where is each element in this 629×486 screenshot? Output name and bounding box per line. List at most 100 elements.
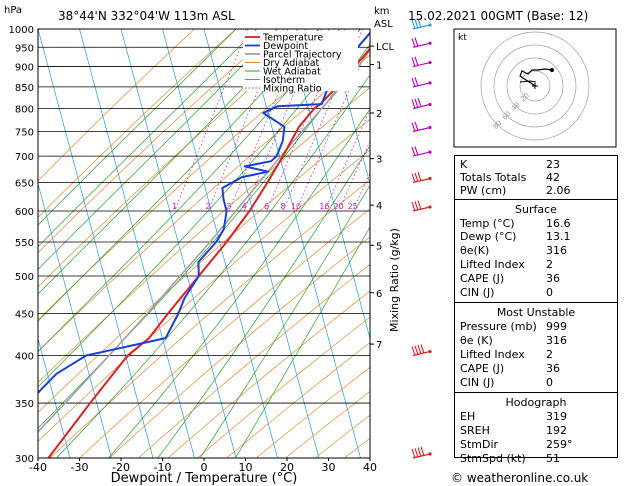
mixing-ratio-line	[228, 29, 306, 212]
mixing-ratio-label: 3	[226, 202, 231, 211]
x-tick-label: -40	[29, 461, 47, 474]
mu-row: CIN (J) 0	[460, 376, 553, 389]
isotherm-line	[328, 29, 370, 186]
pressure-tick-label: 850	[15, 83, 34, 94]
hodograph-ring	[493, 44, 577, 128]
wind-barb-staff	[412, 82, 431, 88]
legend-label: Parcel Trajectory	[263, 50, 342, 61]
wind-barb-dot	[428, 81, 432, 85]
isotherm-line	[38, 182, 112, 458]
wind-barb-flag	[411, 19, 416, 30]
hodograph-indices-title: Hodograph	[505, 396, 567, 409]
hodo-row: SREH 192	[460, 424, 567, 437]
height-tick-label: LCL	[376, 42, 395, 53]
wind-barb-flag	[411, 77, 416, 88]
x-tick-label: 10	[239, 461, 253, 474]
wind-barb-flag	[417, 447, 422, 457]
mu-row: θe (K) 316	[460, 334, 567, 347]
wind-barb-flag	[411, 448, 416, 459]
pressure-tick-label: 900	[15, 63, 34, 74]
surface-row: CIN (J) 0	[460, 286, 553, 299]
wind-barb-staff	[412, 126, 431, 133]
mixing-ratio-label: 10	[291, 202, 301, 211]
mixing-ratio-line	[266, 29, 346, 212]
copyright: © weatheronline.co.uk	[451, 471, 588, 485]
wind-barb-dot	[428, 125, 432, 130]
surface-row: Dewp (°C) 13.1	[460, 230, 571, 243]
legend-label: Temperature	[262, 33, 323, 44]
wind-barb-flag	[411, 122, 416, 132]
isotherm-line	[245, 29, 361, 458]
mixing-ratio-label: 2	[206, 202, 211, 211]
mixing-ratio-label: 4	[242, 202, 247, 211]
wind-barb-flag	[411, 99, 416, 109]
pressure-tick-label: 500	[15, 272, 34, 283]
surface-row: θe(K) 316	[460, 244, 567, 257]
pressure-tick-label: 800	[15, 105, 34, 116]
surface-row: Lifted Index 2	[460, 258, 553, 271]
index-row: PW (cm) 2.06	[460, 184, 571, 197]
isotherm-line	[203, 29, 320, 458]
wind-barb-flag	[414, 121, 419, 131]
wind-barb-flag	[420, 446, 425, 457]
dry-adiabat-line	[167, 290, 370, 458]
wind-barb-staff	[412, 453, 431, 459]
pressure-tick-label: 400	[15, 352, 34, 363]
x-axis-title: Dewpoint / Temperature (°C)	[111, 471, 298, 486]
legend-box	[243, 31, 358, 91]
mu-row: CAPE (J) 36	[460, 362, 560, 375]
pressure-tick-label: 700	[15, 152, 34, 163]
wind-barb-flag	[414, 172, 419, 182]
wind-barb-flag	[417, 171, 422, 182]
pressure-tick-label: 1000	[9, 25, 34, 36]
wind-barb-flag	[417, 97, 422, 108]
hodograph-unit-label: kt	[458, 33, 467, 43]
wind-barb-dot	[428, 452, 432, 456]
index-row: K 23	[460, 158, 560, 171]
x-tick-label: 0	[201, 461, 208, 474]
height-tick-label: 6	[376, 289, 382, 300]
wind-barb-dot	[428, 23, 432, 27]
wind-barb-staff	[412, 61, 431, 68]
wind-barb-dot	[428, 60, 432, 65]
isotherm-line	[79, 29, 195, 458]
hodograph-ring-label: 20	[519, 91, 531, 103]
index-row: Totals Totals 42	[460, 171, 560, 184]
pressure-tick-label: 350	[15, 399, 34, 410]
wind-barb-staff	[412, 42, 431, 48]
mixing-ratio-label: 25	[348, 202, 358, 211]
hodo-row: StmDir 259°	[460, 438, 573, 451]
dry-adiabat-line	[79, 208, 370, 458]
hodograph-ring	[480, 31, 590, 141]
wind-barb-flag	[414, 345, 419, 355]
wind-barb-flag	[420, 344, 425, 354]
header-datetime: 15.02.2021 00GMT (Base: 12)	[408, 9, 588, 23]
x-tick-label: 40	[363, 461, 377, 474]
x-tick-label: 20	[280, 461, 294, 474]
y-unit-right-bottom: ASL	[374, 19, 393, 30]
wind-barb-flag	[414, 146, 419, 156]
wind-barb-staff	[412, 177, 431, 184]
y-unit-left: hPa	[4, 5, 22, 16]
dry-adiabat-line	[138, 263, 370, 458]
pressure-tick-label: 750	[15, 128, 34, 139]
isotherm-line	[120, 29, 237, 458]
hodograph-ring	[519, 70, 551, 102]
wind-barb-dot	[428, 205, 432, 209]
hodo-row: StmSpd (kt) 51	[460, 452, 560, 465]
wind-barb-staff	[412, 151, 431, 157]
height-tick-label: 5	[376, 241, 382, 252]
wind-barb-staff	[412, 350, 431, 357]
wind-barb-flag	[414, 56, 419, 67]
wind-barb-flag	[411, 38, 416, 48]
hodo-row: EH 319	[460, 410, 567, 423]
legend-label: Mixing Ratio	[263, 84, 322, 95]
dewpoint-line	[38, 31, 370, 395]
x-tick-label: -20	[112, 461, 130, 474]
wind-barb-dot	[428, 41, 432, 45]
wind-barb-staff	[412, 206, 431, 212]
wind-barb-flag	[414, 37, 419, 47]
mixing-ratio-label: 1	[172, 202, 177, 211]
dry-adiabat-line	[197, 316, 370, 458]
